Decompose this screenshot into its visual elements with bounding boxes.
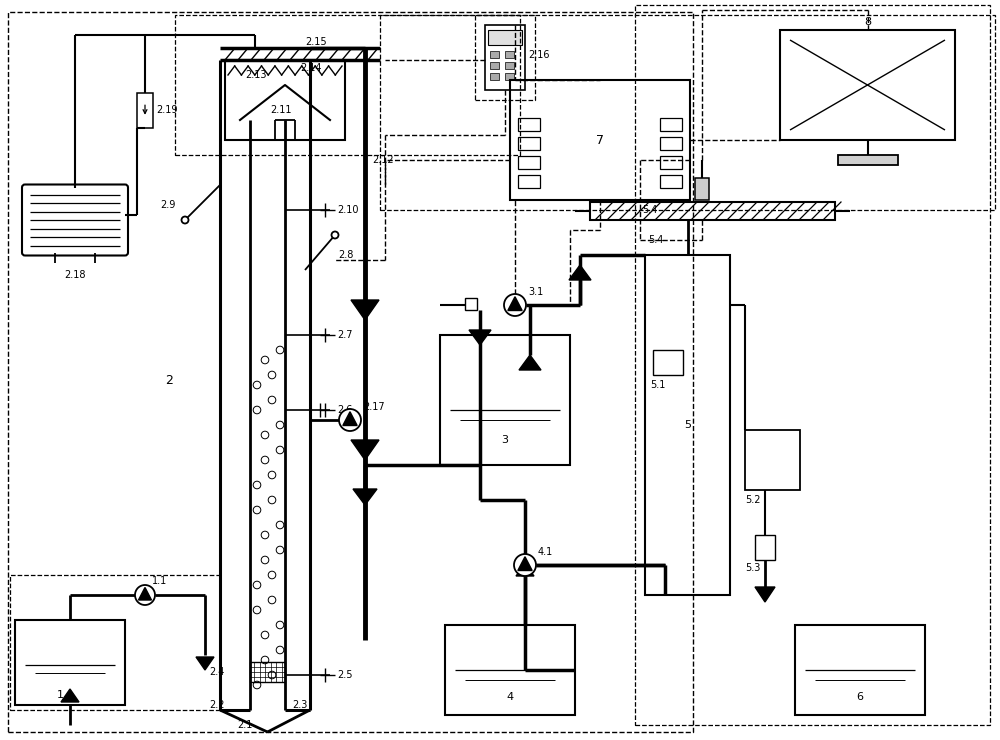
Bar [475, 15, 535, 100]
Text: 2.16: 2.16 [528, 50, 550, 60]
Text: 2.7: 2.7 [337, 330, 353, 340]
Bar [15, 620, 125, 705]
Polygon shape [353, 489, 377, 505]
Text: 5.2: 5.2 [745, 495, 761, 505]
Bar [695, 178, 709, 200]
Bar [8, 12, 693, 732]
Text: 2.6: 2.6 [337, 405, 352, 415]
Text: 7: 7 [596, 133, 604, 147]
Polygon shape [343, 411, 357, 426]
Bar [505, 62, 514, 69]
Text: 2.13: 2.13 [245, 70, 267, 80]
Bar [510, 80, 690, 200]
Text: 8: 8 [864, 17, 871, 27]
Text: 3: 3 [502, 435, 509, 445]
Bar [175, 15, 520, 155]
Bar [440, 335, 570, 465]
Text: 2.14: 2.14 [300, 63, 322, 73]
Bar [838, 155, 898, 165]
Polygon shape [519, 355, 541, 370]
Bar [635, 5, 990, 725]
Bar [505, 51, 514, 58]
Circle shape [514, 554, 536, 576]
Text: 2.12: 2.12 [372, 155, 394, 165]
Bar [490, 73, 499, 80]
Bar [660, 137, 682, 150]
Bar [653, 350, 683, 375]
Text: 2.11: 2.11 [270, 105, 292, 115]
Bar [490, 51, 499, 58]
Text: 2.1: 2.1 [237, 720, 253, 730]
Polygon shape [196, 657, 214, 670]
Bar [465, 298, 477, 310]
Text: 5.4: 5.4 [642, 205, 657, 215]
Text: 2.2: 2.2 [210, 700, 225, 710]
Text: 2.19: 2.19 [156, 105, 178, 115]
Text: 2.4: 2.4 [210, 667, 225, 677]
Text: 2.8: 2.8 [338, 250, 353, 260]
Polygon shape [469, 330, 491, 345]
Bar [490, 62, 499, 69]
Bar [518, 175, 540, 188]
Polygon shape [351, 300, 379, 320]
Text: 5.4: 5.4 [648, 235, 663, 245]
Polygon shape [518, 556, 532, 571]
Bar [755, 535, 775, 560]
Bar [590, 202, 835, 220]
Polygon shape [351, 440, 379, 460]
Circle shape [504, 294, 526, 316]
Text: 2: 2 [165, 374, 173, 386]
Circle shape [135, 585, 155, 605]
Bar [745, 430, 800, 490]
Bar [485, 25, 525, 90]
Bar [660, 175, 682, 188]
Bar [445, 625, 575, 715]
Text: 5.3: 5.3 [745, 563, 760, 573]
Text: 4: 4 [506, 692, 514, 702]
Text: 2.5: 2.5 [337, 670, 353, 680]
Text: 2.10: 2.10 [337, 205, 359, 215]
Text: 5: 5 [684, 420, 691, 430]
Polygon shape [755, 587, 775, 602]
Text: 1.1: 1.1 [152, 576, 167, 586]
Circle shape [332, 232, 339, 238]
Text: 2.18: 2.18 [64, 269, 86, 280]
Text: 2.17: 2.17 [363, 402, 385, 412]
Bar [518, 137, 540, 150]
Bar [488, 30, 522, 45]
Polygon shape [516, 564, 534, 576]
Bar [660, 118, 682, 131]
Text: 6: 6 [856, 692, 864, 702]
Bar [518, 156, 540, 169]
Polygon shape [569, 265, 591, 280]
Circle shape [182, 217, 189, 223]
Bar [795, 625, 925, 715]
Bar [505, 73, 514, 80]
Text: 2.15: 2.15 [305, 37, 327, 47]
Bar [380, 15, 995, 210]
Text: 2.3: 2.3 [292, 700, 307, 710]
Polygon shape [508, 297, 522, 311]
Bar [660, 156, 682, 169]
Bar [645, 255, 730, 595]
Bar [137, 92, 153, 127]
Text: 5.1: 5.1 [650, 380, 665, 390]
Bar [250, 662, 285, 682]
Text: 1: 1 [57, 690, 64, 700]
Polygon shape [61, 689, 79, 702]
Text: 4.1: 4.1 [538, 547, 553, 557]
Text: 3.1: 3.1 [528, 287, 543, 297]
Circle shape [339, 409, 361, 431]
Bar [780, 30, 955, 140]
Bar [518, 118, 540, 131]
Text: 2.9: 2.9 [160, 200, 175, 210]
Bar [10, 575, 220, 710]
FancyBboxPatch shape [22, 184, 128, 255]
Polygon shape [139, 588, 152, 600]
Bar [225, 60, 345, 140]
